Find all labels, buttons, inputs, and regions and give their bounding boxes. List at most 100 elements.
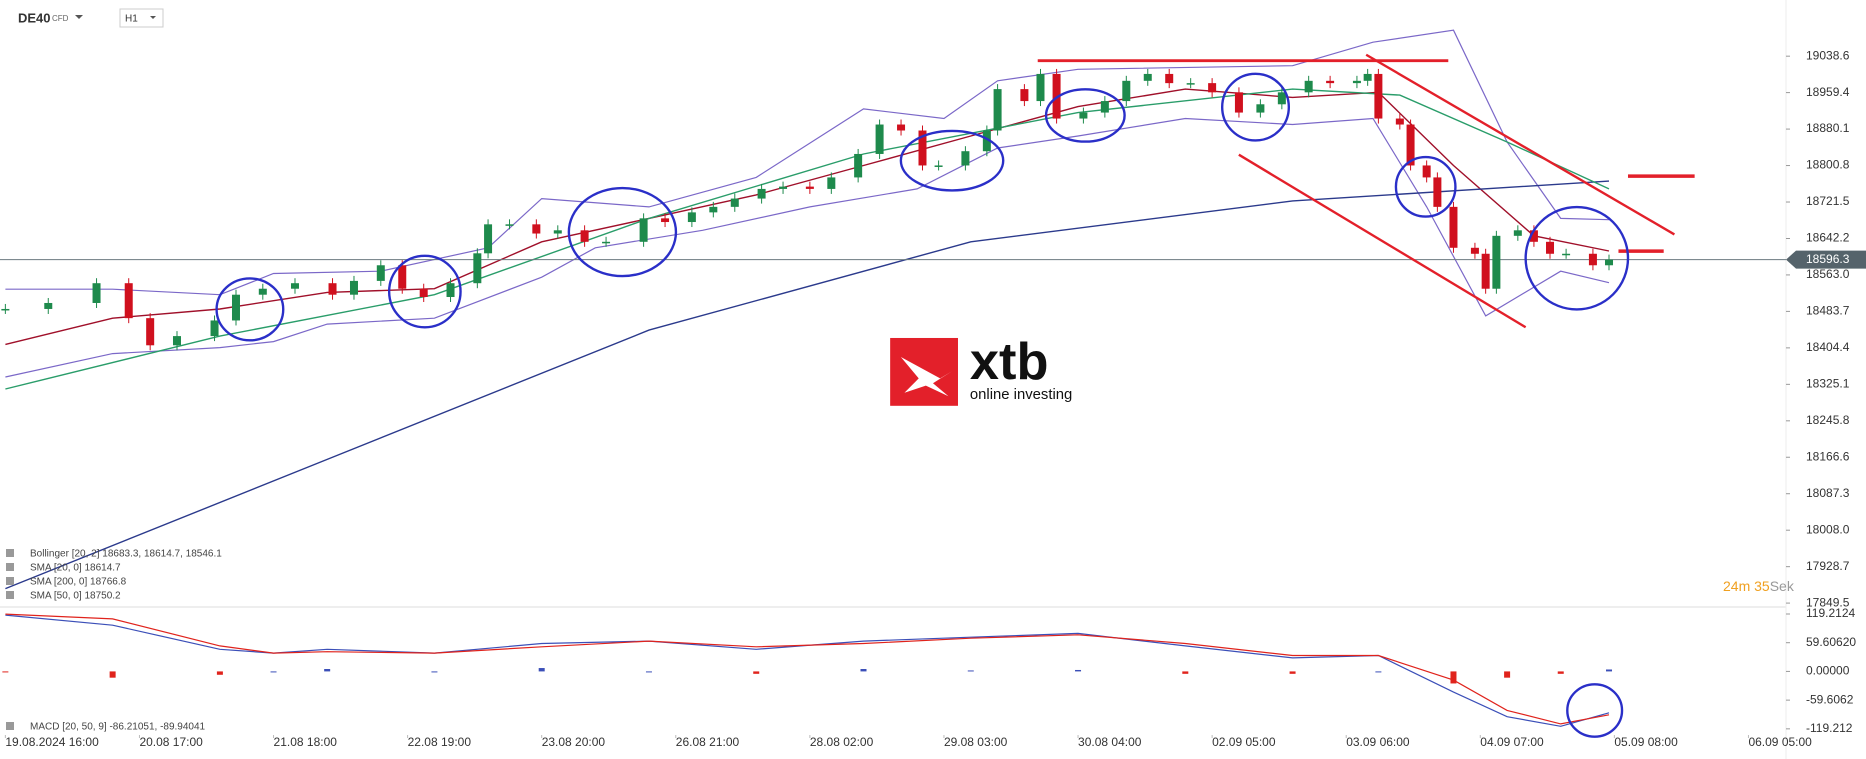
y-tick-label: -59.6062 [1806,692,1854,706]
highlight-ellipse [1524,205,1630,311]
sma-line [5,88,1610,346]
channel-upper [1365,53,1675,236]
symbol-dropdown[interactable] [75,15,83,19]
countdown-sec-unit: Sek [1770,578,1795,594]
y-tick-label: 18008.0 [1806,522,1850,536]
macd-histogram-bar [1182,671,1189,674]
y-tick-label: -119.212 [1806,721,1853,735]
macd-histogram-bar [1375,671,1382,673]
x-tick-label: 22.08 19:00 [408,735,472,749]
countdown: 24m 35Sek [1723,578,1795,594]
annotations [215,53,1695,738]
y-tick-label: 18563.0 [1806,267,1850,281]
y-tick-label: 59.60620 [1806,635,1856,649]
x-tick-label: 05.09 08:00 [1614,735,1678,749]
macd-histogram-bar [538,668,545,672]
legend-icon [6,722,14,730]
countdown-sec: 35 [1754,578,1770,594]
y-tick-label: 18245.8 [1806,413,1850,427]
y-tick-label: 18166.6 [1806,449,1850,463]
legend-icon [6,591,14,599]
bollinger-lower [5,117,1610,378]
macd-histogram-bar [270,671,277,673]
legend-entry: SMA [200, 0] 18766.8 [30,577,127,588]
x-tick-label: 03.09 06:00 [1346,735,1410,749]
highlight-ellipse [1394,155,1457,218]
last-price-tag [1786,250,1866,269]
symbol[interactable]: DE40 [18,10,51,25]
y-tick-label: 17928.7 [1806,559,1850,573]
macd-histogram-bar [216,671,223,675]
legend-icon [6,563,14,571]
legend-entry: SMA [20, 0] 18614.7 [30,563,121,574]
x-tick-label: 04.09 07:00 [1480,735,1544,749]
x-tick-label: 02.09 05:00 [1212,735,1276,749]
y-tick-label: 18642.2 [1806,231,1850,245]
timeframe-box[interactable] [119,8,164,28]
y-tick-label: 19038.6 [1806,48,1850,62]
macd-histogram-bar [1504,671,1511,678]
y-tick-label: 17849.5 [1806,595,1850,609]
highlight-ellipse [1566,683,1624,738]
candle-layer [1,68,1614,351]
highlight-ellipse [215,277,285,342]
legend-icon [6,549,14,557]
y-tick-label: 0.00000 [1806,664,1850,678]
macd-histogram-bar [109,671,116,678]
x-tick-label: 06.09 05:00 [1748,735,1812,749]
highlight-ellipse [387,254,462,329]
x-tick-label: 29.08 03:00 [944,735,1008,749]
macd-layer [2,613,1613,727]
macd-histogram-bar [1075,669,1082,672]
legend-entry: SMA [50, 0] 18750.2 [30,591,121,602]
countdown-min-unit: m [1739,578,1751,594]
y-tick-label: 18483.7 [1806,304,1850,318]
x-tick-label: 26.08 21:00 [676,735,740,749]
y-tick-label: 18800.8 [1806,158,1850,172]
macd-histogram-bar [431,671,438,673]
macd-histogram-bar [967,670,974,672]
signal-line [5,613,1610,725]
x-tick-label: 23.08 20:00 [542,735,606,749]
sma-line [5,180,1610,590]
timeframe[interactable]: H1 [125,14,138,25]
y-tick-label: 18087.3 [1806,486,1850,500]
last-price-label: 18596.3 [1806,252,1850,266]
macd-histogram-bar [860,669,867,672]
x-tick-label: 21.08 18:00 [274,735,338,749]
macd-histogram-bar [753,671,760,674]
macd-histogram-bar [1450,671,1457,684]
y-tick-label: 18880.1 [1806,121,1850,135]
highlight-ellipse [1044,88,1126,143]
macd-histogram-bar [2,671,9,673]
y-tick-label: 18325.1 [1806,377,1850,391]
y-tick-label: 18404.4 [1806,340,1850,354]
countdown-min: 24 [1723,578,1739,594]
x-tick-label: 20.08 17:00 [139,735,203,749]
macd-histogram-bar [1606,669,1613,672]
macd-histogram-bar [1289,671,1296,674]
y-tick-label: 18959.4 [1806,85,1850,99]
logo-tagline: online investing [970,387,1072,403]
logo-x [900,357,953,397]
legend-entry: Bollinger [20, 2] 18683.3, 18614.7, 1854… [30,549,222,560]
instrument-type: CFD [52,14,69,23]
indicator-layer [0,29,1786,590]
logo-text: xtb [970,333,1049,391]
timeframe-dropdown[interactable] [150,16,156,19]
logo: xtb online investing [890,333,1072,406]
legend-icon [6,577,14,585]
x-tick-label: 30.08 04:00 [1078,735,1142,749]
x-tick-label: 19.08.2024 16:00 [5,735,99,749]
bollinger-upper [5,29,1610,296]
y-tick-label: 18721.5 [1806,194,1850,208]
y-tick-label: 119.2124 [1806,606,1855,620]
highlight-ellipse [567,186,678,278]
legend-entry: MACD [20, 50, 9] -86.21051, -89.94041 [30,722,206,733]
channel-lower [1238,153,1527,329]
macd-histogram-bar [1557,671,1564,674]
x-tick-label: 28.08 02:00 [810,735,874,749]
highlight-ellipse [899,129,1005,192]
macd-histogram-bar [324,669,331,672]
